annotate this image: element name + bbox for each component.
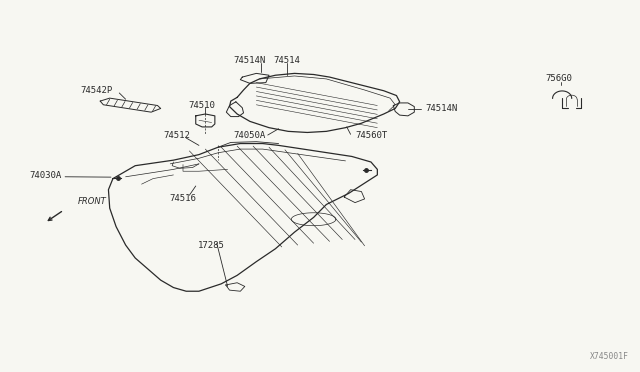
Text: 74030A: 74030A bbox=[29, 171, 62, 180]
Text: 17285: 17285 bbox=[198, 241, 225, 250]
Text: 74542P: 74542P bbox=[81, 86, 113, 95]
Text: X745001F: X745001F bbox=[590, 352, 629, 361]
Text: 74514: 74514 bbox=[273, 56, 300, 65]
Text: 756G0: 756G0 bbox=[545, 74, 572, 83]
Text: FRONT: FRONT bbox=[78, 196, 107, 206]
Text: 74516: 74516 bbox=[170, 195, 196, 203]
Text: 74512: 74512 bbox=[163, 131, 190, 140]
Text: 74514N: 74514N bbox=[425, 104, 458, 113]
Text: 74514N: 74514N bbox=[234, 56, 266, 65]
Text: 74560T: 74560T bbox=[355, 131, 387, 140]
Text: 74050A: 74050A bbox=[234, 131, 266, 140]
Text: 74510: 74510 bbox=[189, 101, 216, 110]
